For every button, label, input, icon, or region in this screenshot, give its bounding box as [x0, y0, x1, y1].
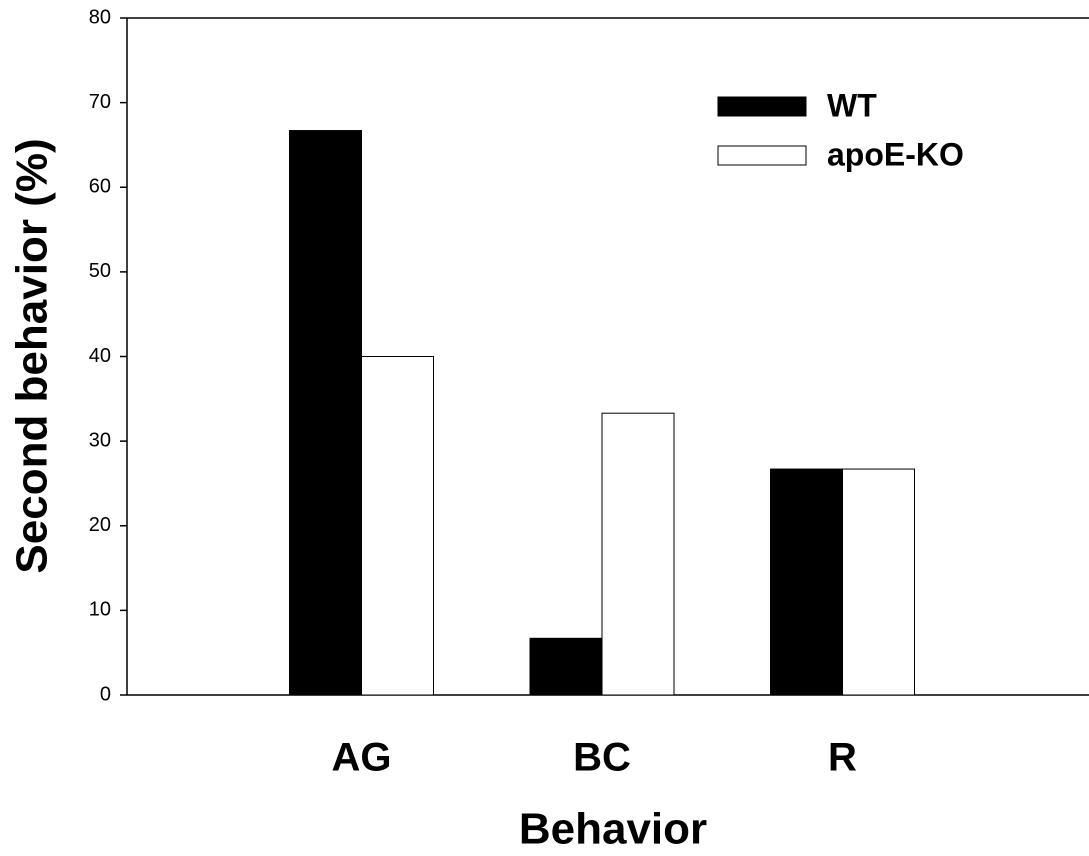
bar [770, 468, 843, 696]
y-tick-label: 50 [89, 260, 111, 282]
bar [529, 637, 603, 696]
y-tick-label: 20 [89, 514, 111, 536]
y-tick-label: 10 [89, 599, 111, 621]
bar [601, 412, 675, 696]
y-tick-label: 0 [100, 683, 111, 705]
legend-swatch [717, 96, 807, 117]
legend-label: WT [827, 87, 877, 123]
x-tick-label: AG [332, 736, 392, 780]
y-tick-label: 60 [89, 176, 111, 198]
y-tick-label: 70 [89, 91, 111, 113]
legend-label: apoE-KO [827, 136, 964, 172]
bar [842, 468, 915, 696]
y-tick-label: 80 [89, 6, 111, 28]
x-tick-label: R [828, 736, 857, 780]
x-axis-title: Behavior [519, 805, 707, 854]
y-tick-label: 30 [89, 429, 111, 451]
x-tick-label: BC [573, 736, 631, 780]
y-axis-title: Second behavior (%) [8, 138, 57, 573]
bar [289, 130, 362, 696]
bar [361, 356, 434, 696]
legend-swatch [717, 145, 807, 166]
y-tick-label: 40 [89, 345, 111, 367]
